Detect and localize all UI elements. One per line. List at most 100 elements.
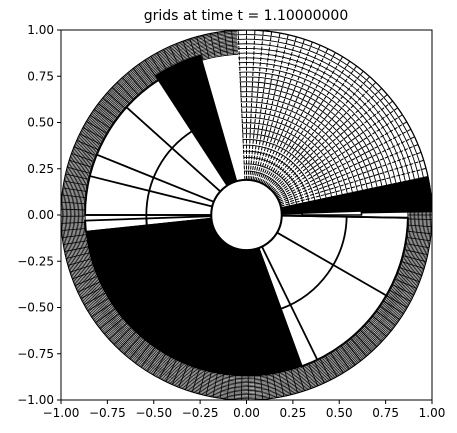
dense-grid-upper-right-arc <box>240 91 368 190</box>
ring-spoke <box>253 375 256 400</box>
ring-spoke <box>63 240 88 245</box>
ring-spoke <box>91 303 112 318</box>
ring-spoke <box>135 343 151 364</box>
ring-spoke <box>71 153 95 162</box>
coarse-arc <box>280 216 348 310</box>
ring-spoke <box>108 322 128 340</box>
dense-grid-upper-right-arc <box>237 38 420 179</box>
ring-spoke <box>391 284 414 296</box>
dense-grid-upper-right-arc <box>243 157 304 204</box>
ring-spoke <box>296 367 305 391</box>
dense-grid-upper-right-spoke <box>261 48 329 184</box>
y-tick-label: −0.25 <box>17 254 54 268</box>
coarse-spoke <box>261 246 319 361</box>
ring-spoke <box>146 350 161 372</box>
x-tick-label: 1.00 <box>419 406 446 420</box>
dense-grid-upper-right-spoke <box>270 82 377 191</box>
dense-grid-upper-right-arc <box>243 150 310 202</box>
x-tick-label: 0.50 <box>326 406 353 420</box>
ring-spoke <box>212 373 218 398</box>
dense-grid-upper-right-arc <box>239 81 378 188</box>
ring-spoke <box>64 246 89 252</box>
dense-grid-upper-right-spoke <box>249 30 264 181</box>
ring-spoke <box>82 127 105 140</box>
ring-spoke <box>340 345 356 366</box>
dense-grid-upper-right-spoke <box>274 107 398 196</box>
dense-grid-upper-right-arc <box>242 133 327 199</box>
ring-spoke <box>406 237 431 242</box>
dense-grid-upper-right-arc <box>241 122 338 196</box>
ring-spoke <box>231 30 234 55</box>
ring-spoke <box>124 335 141 355</box>
ring-spoke <box>224 31 228 56</box>
ring-spoke <box>386 295 408 308</box>
dense-grid-upper-right-spoke <box>280 159 424 206</box>
ring-spoke <box>363 324 382 342</box>
ring-spoke <box>144 59 159 81</box>
coarse-spoke <box>212 249 241 373</box>
ring-spoke <box>368 320 387 337</box>
ring-spoke <box>62 187 87 192</box>
ring-spoke <box>93 109 115 124</box>
ring-spoke <box>87 298 109 312</box>
ring-spoke <box>233 375 237 400</box>
ring-spoke <box>61 208 86 211</box>
ring-spoke <box>266 374 271 399</box>
dense-grid-upper-right-spoke <box>262 52 336 185</box>
ring-spoke <box>394 278 417 289</box>
ring-spoke <box>330 352 344 374</box>
ring-spoke <box>355 333 372 352</box>
chart-title: grids at time t = 1.10000000 <box>144 8 349 24</box>
ring-spoke <box>61 201 86 205</box>
ring-spoke <box>226 375 231 400</box>
dense-grid-upper-right-spoke <box>265 60 351 187</box>
ring-spoke <box>67 258 92 266</box>
ring-spoke <box>74 275 98 286</box>
ring-spoke <box>278 372 285 397</box>
y-tick-label: −0.50 <box>17 301 54 315</box>
dense-grid-upper-right-arc <box>237 52 406 182</box>
ring-spoke <box>84 292 106 306</box>
ring-spoke <box>324 355 338 377</box>
ring-spoke <box>111 87 130 105</box>
ring-spoke <box>196 36 204 61</box>
dense-grid-upper-right-spoke <box>279 151 422 204</box>
ring-spoke <box>104 318 124 335</box>
coarse-grid <box>84 78 409 373</box>
coarse-spoke <box>96 153 215 203</box>
coarse-spoke <box>257 247 303 367</box>
plot-area <box>61 30 432 400</box>
dense-grid-upper-right-arc <box>242 139 322 200</box>
ring-spoke <box>152 353 166 376</box>
ring-spoke <box>219 374 224 399</box>
coarse-spoke <box>281 214 408 219</box>
dense-grid-upper-right-spoke <box>237 30 246 180</box>
dense-grid-upper-right-spoke <box>277 128 412 200</box>
y-tick-label: 0.50 <box>27 116 54 130</box>
ring-spoke <box>404 249 428 256</box>
ring-spoke <box>302 365 312 389</box>
ring-spoke <box>102 97 122 114</box>
coarse-spoke <box>276 231 387 297</box>
ring-spoke <box>72 270 96 280</box>
dense-grid-upper-right-arc <box>240 101 358 192</box>
ring-spoke <box>127 72 144 92</box>
coarse-arc <box>145 214 148 226</box>
ring-spoke <box>313 360 325 384</box>
dense-grid-upper-right-spoke <box>272 94 388 193</box>
x-tick-label: −0.50 <box>135 406 172 420</box>
ring-spoke <box>359 329 378 348</box>
ring-spoke <box>210 33 216 58</box>
x-tick-label: −0.25 <box>182 406 219 420</box>
ring-spoke <box>379 305 400 320</box>
ring-spoke <box>62 194 87 199</box>
dense-grid-upper-right-arc <box>237 43 415 180</box>
coarse-spoke <box>125 106 221 193</box>
coarse-spoke <box>89 175 213 208</box>
ring-spoke <box>375 310 396 326</box>
ring-spoke <box>67 166 91 174</box>
ring-spoke <box>350 337 367 357</box>
dense-grid-upper-right-spoke <box>271 87 383 192</box>
dense-grid-upper-right-arc <box>239 76 383 187</box>
